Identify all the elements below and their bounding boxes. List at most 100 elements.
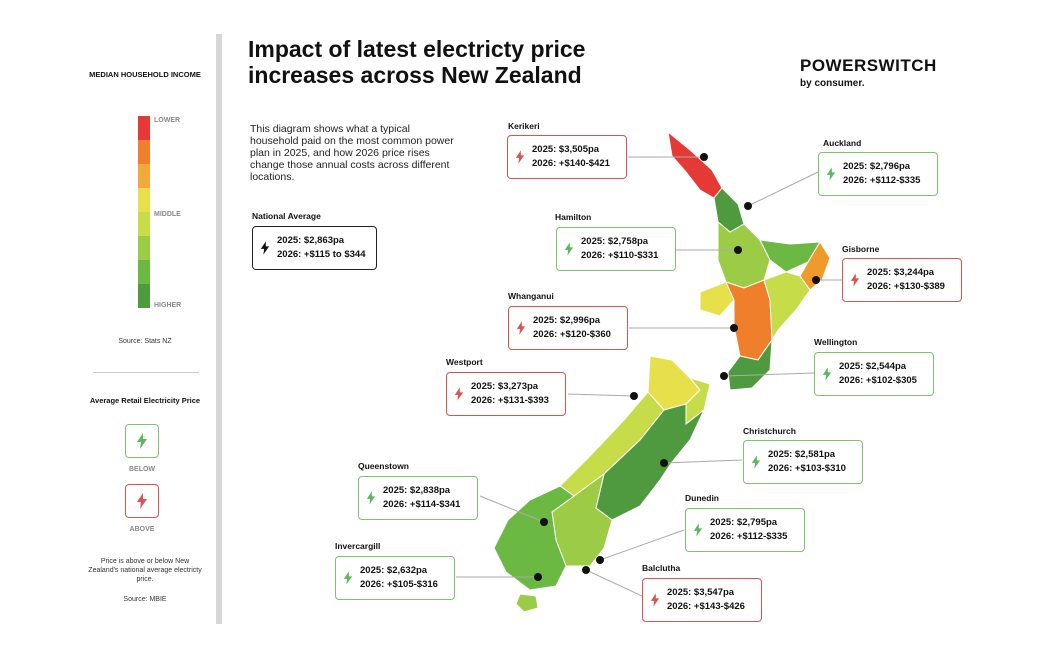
new-zealand-map	[493, 130, 831, 613]
scale-swatch	[138, 284, 150, 308]
location-name: Westport	[446, 357, 483, 367]
brand-logo: POWERSWITCH by consumer.	[800, 56, 937, 89]
lightning-bolt-icon	[564, 242, 574, 256]
location-card-hamilton: 2025: $2,758pa 2026: +$110-$331	[556, 227, 676, 271]
price-2025: 2025: $2,996pa	[533, 315, 601, 326]
region-waikato	[717, 220, 771, 289]
price-2026: 2026: +$103-$310	[768, 463, 846, 474]
scale-swatch	[138, 140, 150, 164]
location-name: Queenstown	[358, 461, 410, 471]
location-name: Dunedin	[685, 493, 719, 503]
lightning-bolt-icon	[516, 321, 526, 335]
price-note: Price is above or below New Zealand's na…	[88, 558, 202, 583]
location-card-westport: 2025: $3,273pa 2026: +$131-$393	[446, 372, 566, 416]
location-card-invercargill: 2025: $2,632pa 2026: +$105-$316	[335, 556, 455, 600]
lightning-bolt-icon	[515, 150, 525, 164]
price-2026: 2026: +$143-$426	[667, 601, 745, 612]
location-name: Auckland	[823, 138, 862, 148]
price-2025: 2025: $2,758pa	[581, 236, 649, 247]
national-average-label: National Average	[252, 211, 321, 221]
scale-swatch	[138, 212, 150, 236]
region-manawatu	[725, 279, 773, 361]
lightning-bolt-icon	[366, 491, 376, 505]
location-name: Hamilton	[555, 212, 592, 222]
national-average-2025: 2025: $2,863pa	[277, 235, 345, 246]
lightning-bolt-icon	[850, 273, 860, 287]
price-2026: 2026: +$110-$331	[581, 250, 659, 261]
price-2026: 2026: +$130-$389	[867, 281, 945, 292]
price-2026: 2026: +$102-$305	[839, 375, 917, 386]
location-name: Invercargill	[335, 541, 381, 551]
lightning-bolt-icon	[751, 455, 761, 469]
national-average-2026: 2026: +$115 to $344	[277, 249, 366, 260]
price-2025: 2025: $3,505pa	[532, 144, 600, 155]
income-source: Source: Stats NZ	[118, 338, 172, 345]
lightning-bolt-icon	[650, 593, 660, 607]
income-color-scale	[138, 116, 150, 308]
brand-name: POWERSWITCH	[800, 56, 937, 75]
below-average-legend-icon	[125, 424, 159, 458]
lightning-bolt-icon	[343, 571, 353, 585]
legend-sidebar: MEDIAN HOUSEHOLD INCOME LOWER MIDDLE HIG…	[88, 60, 202, 622]
location-card-wellington: 2025: $2,544pa 2026: +$102-$305	[814, 352, 934, 396]
price-2025: 2025: $3,273pa	[471, 381, 539, 392]
sidebar-separator	[93, 372, 199, 373]
price-2026: 2026: +$120-$360	[533, 329, 611, 340]
price-2025: 2025: $2,838pa	[383, 485, 451, 496]
scale-swatch	[138, 236, 150, 260]
location-name: Balclutha	[642, 563, 681, 573]
location-name: Kerikeri	[508, 121, 540, 131]
brand-subtitle: by consumer.	[800, 78, 865, 89]
scale-label-higher: HIGHER	[154, 302, 182, 309]
scale-swatch	[138, 164, 150, 188]
region-hawkes-bay	[763, 271, 811, 342]
lightning-bolt-icon	[260, 241, 270, 255]
price-2026: 2026: +$112-$335	[843, 175, 921, 186]
price-legend-title: Average Retail Electricity Price	[89, 396, 201, 405]
location-card-gisborne: 2025: $3,244pa 2026: +$130-$389	[842, 258, 962, 302]
page-title: Impact of latest electricty price increa…	[248, 36, 586, 88]
location-card-auckland: 2025: $2,796pa 2026: +$112-$335	[818, 152, 938, 196]
lightning-bolt-icon	[454, 387, 464, 401]
region-southland	[493, 485, 575, 591]
above-label: ABOVE	[129, 526, 155, 533]
location-card-queenstown: 2025: $2,838pa 2026: +$114-$341	[358, 476, 478, 520]
region-stewart-island	[515, 593, 539, 613]
location-card-kerikeri: 2025: $3,505pa 2026: +$140-$421	[507, 135, 627, 179]
price-2026: 2026: +$112-$335	[710, 531, 788, 542]
location-name: Gisborne	[842, 244, 880, 254]
location-name: Whanganui	[508, 291, 554, 301]
location-card-dunedin: 2025: $2,795pa 2026: +$112-$335	[685, 508, 805, 552]
scale-label-lower: LOWER	[154, 117, 181, 124]
lightning-bolt-icon	[137, 493, 147, 509]
above-average-legend-icon	[125, 484, 159, 518]
price-2025: 2025: $2,632pa	[360, 565, 428, 576]
scale-swatch	[138, 188, 150, 212]
price-2026: 2026: +$131-$393	[471, 395, 549, 406]
price-source: Source: MBIE	[123, 596, 167, 603]
national-average-card: 2025: $2,863pa 2026: +$115 to $344	[252, 226, 377, 270]
price-2025: 2025: $3,244pa	[867, 267, 935, 278]
lightning-bolt-icon	[822, 367, 832, 381]
location-name: Wellington	[814, 337, 858, 347]
region-northland	[667, 130, 723, 199]
price-2026: 2026: +$105-$316	[360, 579, 438, 590]
location-card-balclutha: 2025: $3,547pa 2026: +$143-$426	[642, 578, 762, 622]
location-card-christchurch: 2025: $2,581pa 2026: +$103-$310	[743, 440, 863, 484]
scale-label-middle: MIDDLE	[154, 211, 181, 218]
scale-swatch	[138, 116, 150, 140]
location-card-whanganui: 2025: $2,996pa 2026: +$120-$360	[508, 306, 628, 350]
price-2025: 2025: $3,547pa	[667, 587, 735, 598]
lightning-bolt-icon	[137, 433, 147, 449]
price-2025: 2025: $2,795pa	[710, 517, 778, 528]
income-legend-title: MEDIAN HOUSEHOLD INCOME	[89, 70, 201, 79]
region-taranaki	[699, 281, 735, 317]
price-2026: 2026: +$114-$341	[383, 499, 461, 510]
sidebar-divider	[216, 34, 222, 624]
scale-swatch	[138, 260, 150, 284]
lightning-bolt-icon	[826, 167, 836, 181]
price-2025: 2025: $2,544pa	[839, 361, 907, 372]
price-2026: 2026: +$140-$421	[532, 158, 610, 169]
intro-text: This diagram shows what a typical househ…	[250, 123, 454, 183]
location-name: Christchurch	[743, 426, 796, 436]
